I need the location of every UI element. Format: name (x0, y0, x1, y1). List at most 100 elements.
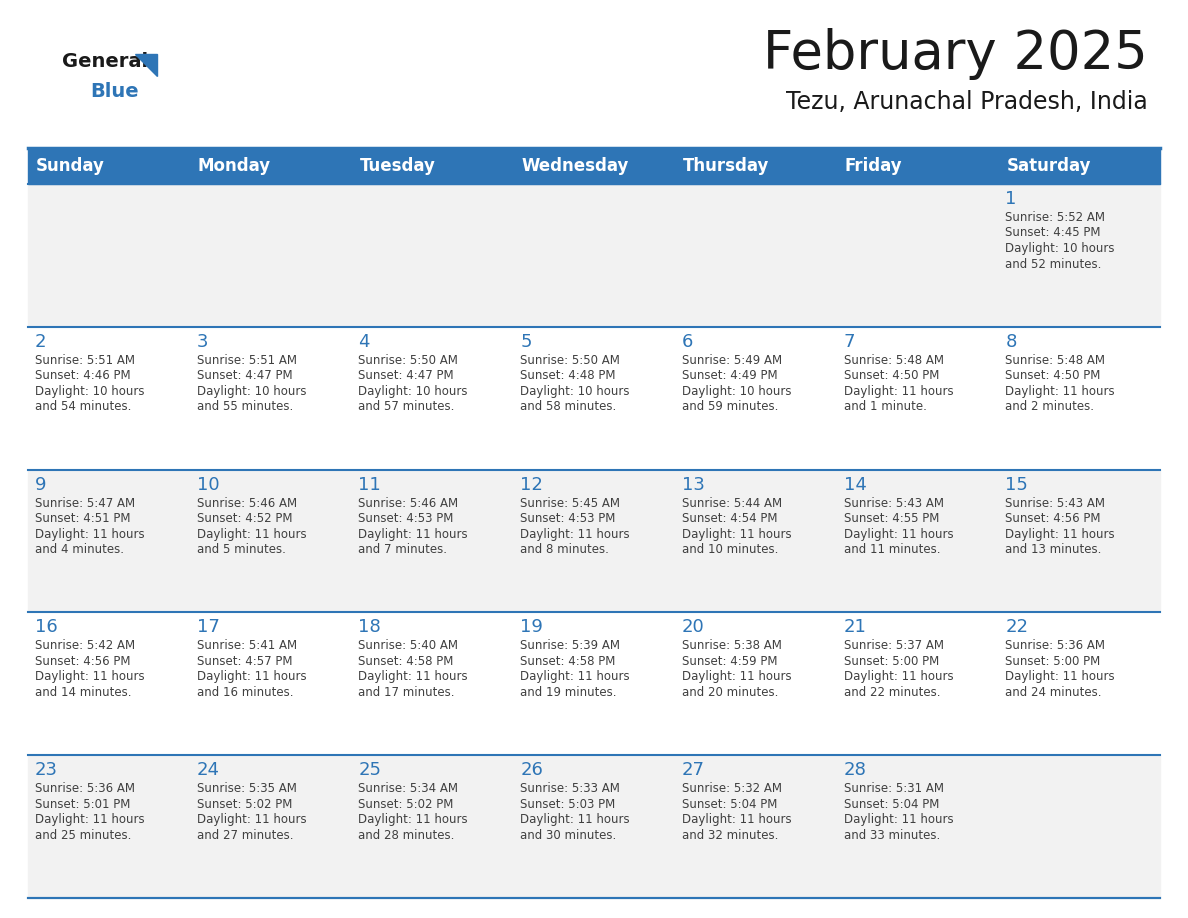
Text: Saturday: Saturday (1006, 157, 1091, 175)
Text: 8: 8 (1005, 333, 1017, 351)
Text: and 58 minutes.: and 58 minutes. (520, 400, 617, 413)
Text: Monday: Monday (197, 157, 271, 175)
Text: Sunset: 5:04 PM: Sunset: 5:04 PM (682, 798, 777, 811)
Text: 17: 17 (197, 619, 220, 636)
Text: Daylight: 11 hours: Daylight: 11 hours (197, 670, 307, 683)
Text: 25: 25 (359, 761, 381, 779)
Text: Sunset: 4:52 PM: Sunset: 4:52 PM (197, 512, 292, 525)
Text: 10: 10 (197, 476, 220, 494)
Text: and 33 minutes.: and 33 minutes. (843, 829, 940, 842)
Text: Sunrise: 5:34 AM: Sunrise: 5:34 AM (359, 782, 459, 795)
Text: 12: 12 (520, 476, 543, 494)
Text: Sunset: 4:47 PM: Sunset: 4:47 PM (359, 369, 454, 382)
Text: and 7 minutes.: and 7 minutes. (359, 543, 448, 556)
Text: 7: 7 (843, 333, 855, 351)
Text: Daylight: 10 hours: Daylight: 10 hours (682, 385, 791, 397)
Text: Sunset: 4:50 PM: Sunset: 4:50 PM (1005, 369, 1100, 382)
Text: Sunrise: 5:49 AM: Sunrise: 5:49 AM (682, 353, 782, 367)
Text: Daylight: 11 hours: Daylight: 11 hours (359, 528, 468, 541)
Text: Sunset: 4:58 PM: Sunset: 4:58 PM (520, 655, 615, 668)
Bar (29, 148, 1159, 184)
Text: Daylight: 11 hours: Daylight: 11 hours (843, 670, 953, 683)
Text: Sunset: 4:56 PM: Sunset: 4:56 PM (1005, 512, 1101, 525)
Text: and 55 minutes.: and 55 minutes. (197, 400, 293, 413)
Text: and 1 minute.: and 1 minute. (843, 400, 927, 413)
Text: and 8 minutes.: and 8 minutes. (520, 543, 609, 556)
Bar (29, 756, 1159, 898)
Text: Sunset: 4:59 PM: Sunset: 4:59 PM (682, 655, 777, 668)
Text: 28: 28 (843, 761, 866, 779)
Text: Sunset: 4:47 PM: Sunset: 4:47 PM (197, 369, 292, 382)
Text: Daylight: 11 hours: Daylight: 11 hours (1005, 670, 1114, 683)
Text: Daylight: 10 hours: Daylight: 10 hours (359, 385, 468, 397)
Text: and 17 minutes.: and 17 minutes. (359, 686, 455, 699)
Text: Sunset: 5:02 PM: Sunset: 5:02 PM (197, 798, 292, 811)
Bar (29, 612, 1159, 756)
Text: Sunrise: 5:31 AM: Sunrise: 5:31 AM (843, 782, 943, 795)
Bar (29, 327, 1159, 470)
Text: Sunrise: 5:45 AM: Sunrise: 5:45 AM (520, 497, 620, 509)
Text: Daylight: 10 hours: Daylight: 10 hours (1005, 242, 1114, 255)
Text: Sunrise: 5:42 AM: Sunrise: 5:42 AM (34, 640, 135, 653)
Text: Daylight: 11 hours: Daylight: 11 hours (520, 528, 630, 541)
Text: Sunrise: 5:36 AM: Sunrise: 5:36 AM (1005, 640, 1105, 653)
Text: Daylight: 11 hours: Daylight: 11 hours (34, 528, 145, 541)
Text: Daylight: 10 hours: Daylight: 10 hours (520, 385, 630, 397)
Text: General: General (62, 52, 148, 71)
Text: Sunset: 5:00 PM: Sunset: 5:00 PM (1005, 655, 1100, 668)
Text: 24: 24 (197, 761, 220, 779)
Text: Wednesday: Wednesday (522, 157, 628, 175)
Text: 13: 13 (682, 476, 704, 494)
Text: and 5 minutes.: and 5 minutes. (197, 543, 285, 556)
Text: Daylight: 10 hours: Daylight: 10 hours (197, 385, 307, 397)
Text: Sunset: 5:01 PM: Sunset: 5:01 PM (34, 798, 131, 811)
Text: Sunrise: 5:51 AM: Sunrise: 5:51 AM (197, 353, 297, 367)
Text: Daylight: 11 hours: Daylight: 11 hours (197, 813, 307, 826)
Text: 16: 16 (34, 619, 58, 636)
Text: and 2 minutes.: and 2 minutes. (1005, 400, 1094, 413)
Text: Daylight: 11 hours: Daylight: 11 hours (520, 670, 630, 683)
Text: Friday: Friday (845, 157, 902, 175)
Text: Sunset: 4:54 PM: Sunset: 4:54 PM (682, 512, 777, 525)
Text: and 20 minutes.: and 20 minutes. (682, 686, 778, 699)
Text: Sunset: 4:50 PM: Sunset: 4:50 PM (843, 369, 939, 382)
Text: and 4 minutes.: and 4 minutes. (34, 543, 124, 556)
Text: Sunset: 4:53 PM: Sunset: 4:53 PM (520, 512, 615, 525)
Text: 1: 1 (1005, 190, 1017, 208)
Text: Daylight: 11 hours: Daylight: 11 hours (520, 813, 630, 826)
Text: and 57 minutes.: and 57 minutes. (359, 400, 455, 413)
Text: and 27 minutes.: and 27 minutes. (197, 829, 293, 842)
Text: and 24 minutes.: and 24 minutes. (1005, 686, 1101, 699)
Text: and 59 minutes.: and 59 minutes. (682, 400, 778, 413)
Polygon shape (135, 54, 157, 76)
Text: 19: 19 (520, 619, 543, 636)
Text: Blue: Blue (90, 82, 139, 101)
Text: Tuesday: Tuesday (360, 157, 435, 175)
Bar (29, 184, 1159, 327)
Text: Daylight: 11 hours: Daylight: 11 hours (843, 813, 953, 826)
Text: Sunset: 5:00 PM: Sunset: 5:00 PM (843, 655, 939, 668)
Text: Sunrise: 5:46 AM: Sunrise: 5:46 AM (197, 497, 297, 509)
Text: Sunset: 4:49 PM: Sunset: 4:49 PM (682, 369, 777, 382)
Text: Sunrise: 5:35 AM: Sunrise: 5:35 AM (197, 782, 297, 795)
Text: Sunset: 4:58 PM: Sunset: 4:58 PM (359, 655, 454, 668)
Text: and 19 minutes.: and 19 minutes. (520, 686, 617, 699)
Text: 18: 18 (359, 619, 381, 636)
Text: and 11 minutes.: and 11 minutes. (843, 543, 940, 556)
Text: Sunrise: 5:48 AM: Sunrise: 5:48 AM (1005, 353, 1105, 367)
Text: Sunrise: 5:47 AM: Sunrise: 5:47 AM (34, 497, 135, 509)
Text: Daylight: 11 hours: Daylight: 11 hours (843, 385, 953, 397)
Text: 23: 23 (34, 761, 58, 779)
Text: Sunset: 4:55 PM: Sunset: 4:55 PM (843, 512, 939, 525)
Text: Daylight: 11 hours: Daylight: 11 hours (682, 670, 791, 683)
Text: Sunrise: 5:50 AM: Sunrise: 5:50 AM (359, 353, 459, 367)
Text: 3: 3 (197, 333, 208, 351)
Text: Sunrise: 5:37 AM: Sunrise: 5:37 AM (843, 640, 943, 653)
Text: and 10 minutes.: and 10 minutes. (682, 543, 778, 556)
Text: Sunrise: 5:32 AM: Sunrise: 5:32 AM (682, 782, 782, 795)
Text: Daylight: 11 hours: Daylight: 11 hours (843, 528, 953, 541)
Text: February 2025: February 2025 (763, 28, 1148, 80)
Text: Sunset: 4:51 PM: Sunset: 4:51 PM (34, 512, 131, 525)
Text: Daylight: 11 hours: Daylight: 11 hours (682, 528, 791, 541)
Text: Tezu, Arunachal Pradesh, India: Tezu, Arunachal Pradesh, India (786, 90, 1148, 114)
